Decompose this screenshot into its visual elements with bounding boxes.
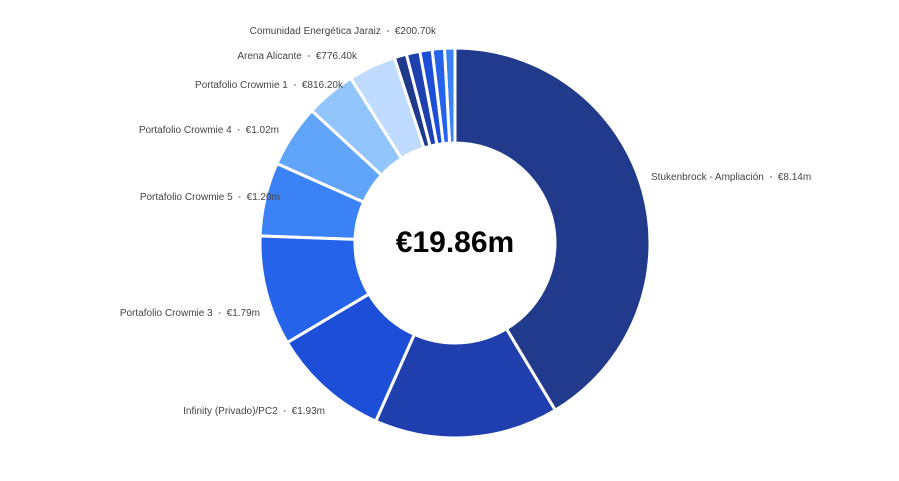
separator bbox=[386, 30, 389, 32]
donut-slice bbox=[258, 161, 366, 241]
slice-label: Stukenbrock - Ampliación €8.14m bbox=[651, 172, 811, 183]
slice-label: Portafolio Crowmie 1 €816.20k bbox=[195, 80, 344, 91]
slice-label: Portafolio Crowmie 4 €1.02m bbox=[139, 125, 279, 136]
donut-slice bbox=[453, 46, 652, 413]
separator bbox=[307, 55, 310, 57]
center-total: €19.86m bbox=[396, 226, 514, 259]
slice-name: Portafolio Crowmie 5 bbox=[140, 192, 233, 203]
slice-name: Comunidad Energética Jaraiz bbox=[250, 26, 381, 37]
slice-value: €8.14m bbox=[778, 172, 811, 183]
separator bbox=[293, 84, 296, 86]
separator bbox=[218, 312, 221, 314]
slice-value: €1.93m bbox=[292, 406, 325, 417]
slice-name: Infinity (Privado)/PC2 bbox=[183, 406, 278, 417]
slice-label: Portafolio Crowmie 3 €1.79m bbox=[120, 308, 260, 319]
separator bbox=[237, 129, 240, 131]
slice-value: €1.20m bbox=[247, 192, 280, 203]
slice-value: €1.02m bbox=[246, 125, 279, 136]
donut-slice bbox=[274, 108, 384, 205]
slice-label: Infinity (Privado)/PC2 €1.93m bbox=[183, 406, 325, 417]
slice-value: €200.70k bbox=[395, 26, 437, 37]
slice-name: Portafolio Crowmie 4 bbox=[139, 125, 232, 136]
slice-label: Comunidad Energética Jaraiz €200.70k bbox=[250, 26, 437, 37]
slice-label: Arena Alicante €776.40k bbox=[237, 51, 358, 62]
donut-slice bbox=[309, 76, 404, 178]
slice-value: €1.79m bbox=[227, 308, 260, 319]
slice-name: Portafolio Crowmie 3 bbox=[120, 308, 213, 319]
separator bbox=[283, 410, 286, 412]
slice-name: Portafolio Crowmie 1 bbox=[195, 80, 288, 91]
donut-slice bbox=[285, 292, 417, 424]
separator bbox=[238, 196, 241, 198]
donut-slice bbox=[373, 326, 558, 440]
donut-slice bbox=[258, 234, 372, 345]
slice-name: Stukenbrock - Ampliación bbox=[651, 172, 764, 183]
slice-name: Arena Alicante bbox=[237, 51, 302, 62]
slice-label: Portafolio Crowmie 5 €1.20m bbox=[140, 192, 280, 203]
donut-slice bbox=[348, 55, 426, 161]
separator bbox=[769, 176, 772, 178]
slice-value: €816.20k bbox=[302, 80, 344, 91]
slice-value: €776.40k bbox=[316, 51, 358, 62]
